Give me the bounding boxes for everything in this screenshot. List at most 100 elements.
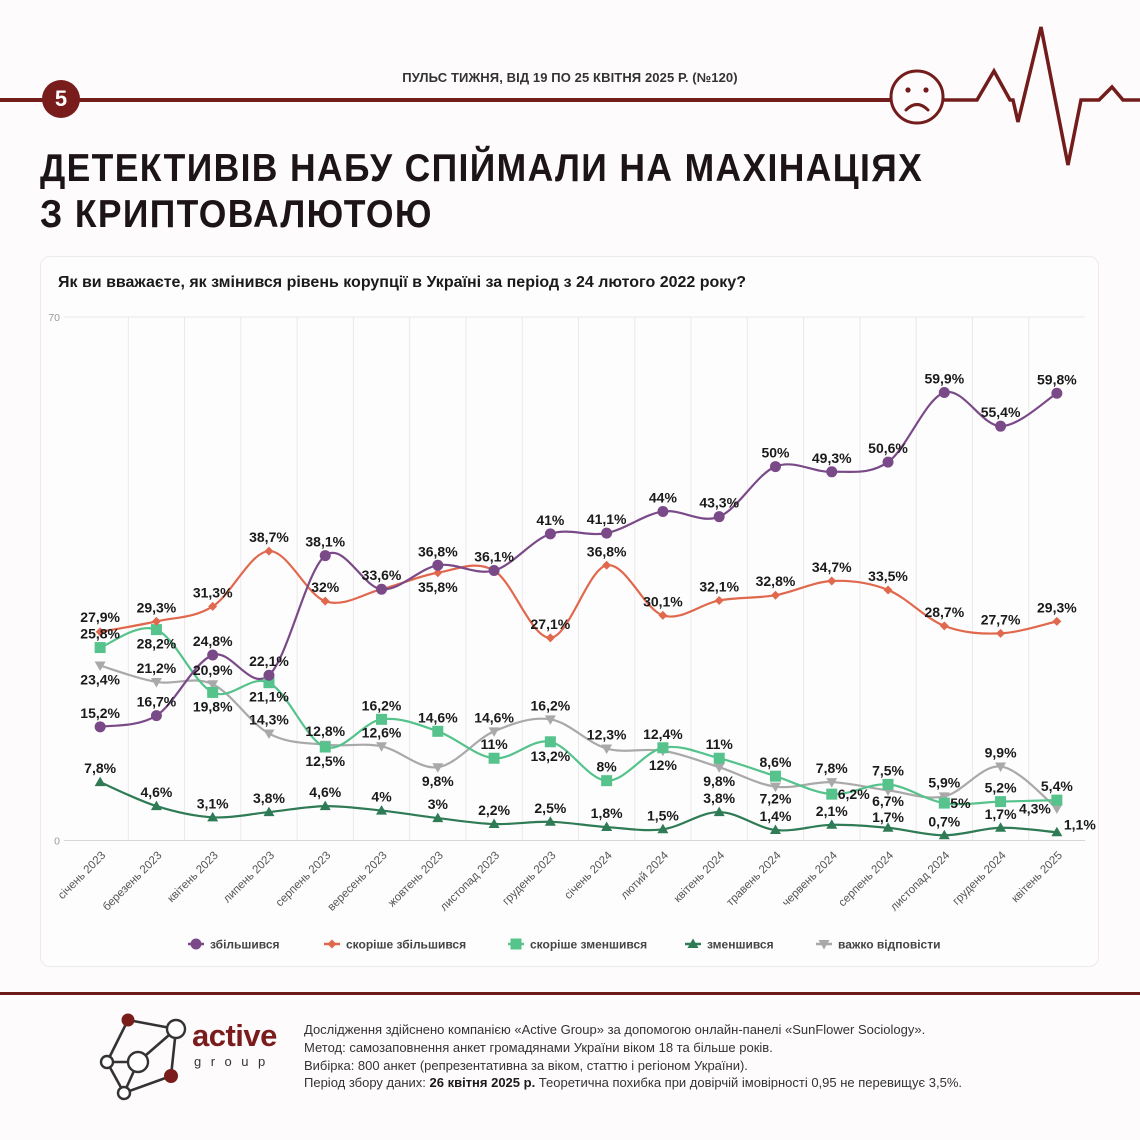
legend-hard-to-say-point — [818, 940, 830, 950]
data-label-decreased: 1,8% — [591, 805, 623, 821]
increased-point — [544, 528, 556, 540]
page-number-badge: 5 — [42, 80, 80, 118]
rather-increased-point — [714, 595, 724, 605]
rather-increased-point — [545, 633, 555, 643]
data-label-increased: 41,1% — [587, 511, 627, 527]
data-label-increased: 22,1% — [249, 653, 289, 669]
data-label-decreased: 3% — [428, 796, 449, 812]
data-label-rather-decreased: 11% — [480, 736, 508, 752]
data-label-rather-increased: 28,7% — [924, 604, 964, 620]
data-label-rather-decreased: 19,8% — [193, 698, 233, 714]
legend-item-decreased[interactable]: зменшився — [685, 938, 774, 952]
data-label-increased: 24,8% — [193, 633, 233, 649]
rather-decreased-point — [263, 677, 275, 689]
legend-item-hard-to-say[interactable]: важко відповісти — [816, 938, 940, 952]
rather-increased-point — [602, 560, 612, 570]
decreased-point — [882, 822, 894, 832]
data-label-hard-to-say: 12% — [649, 757, 678, 773]
rather-decreased-point — [995, 796, 1007, 808]
increased-point — [995, 420, 1007, 432]
rather-decreased-point — [150, 624, 162, 636]
rather-increased-point — [151, 616, 161, 626]
hard-to-say-point — [263, 729, 275, 740]
data-label-rather-increased: 32,8% — [756, 573, 796, 589]
increased-point — [657, 505, 669, 517]
data-label-hard-to-say: 12,8% — [305, 723, 345, 739]
data-label-decreased: 4% — [371, 789, 392, 805]
hard-to-say-point — [826, 778, 838, 788]
methodology-line-1: Дослідження здійснено компанією «Active … — [304, 1022, 926, 1037]
series-line-decreased — [99, 781, 1057, 837]
rather-increased-point — [1052, 616, 1062, 626]
legend-rather-increased-point — [327, 939, 337, 949]
data-label-rather-decreased: 11% — [706, 736, 734, 752]
decreased-point — [826, 819, 838, 829]
data-label-hard-to-say: 4,3% — [1019, 800, 1051, 816]
data-label-rather-increased: 32,1% — [699, 578, 739, 594]
period-label: Період збору даних: — [304, 1075, 430, 1090]
data-label-decreased: 7,8% — [84, 760, 116, 776]
legend-label: важко відповісти — [838, 938, 940, 952]
y-tick-label: 70 — [48, 312, 60, 324]
decreased-point — [995, 822, 1007, 832]
legend-item-rather-decreased[interactable]: скоріше зменшився — [508, 938, 647, 952]
legend-item-rather-increased[interactable]: скоріше збільшився — [324, 938, 466, 952]
x-tick-label: листопад 2024 — [888, 849, 952, 913]
x-tick-label: вересень 2023 — [326, 850, 390, 914]
x-tick-label: березень 2023 — [101, 850, 165, 914]
data-label-increased: 55,4% — [981, 404, 1021, 420]
y-tick-label: 0 — [54, 836, 60, 848]
data-label-rather-increased: 36,8% — [587, 543, 627, 559]
x-tick-label: жовтень 2023 — [386, 850, 446, 910]
data-label-hard-to-say: 14,6% — [474, 709, 514, 725]
data-label-decreased: 2,1% — [816, 803, 848, 819]
data-label-rather-decreased: 14,6% — [418, 709, 458, 725]
legend-label: скоріше зменшився — [530, 938, 647, 952]
data-label-hard-to-say: 23,4% — [80, 672, 120, 688]
decreased-point — [544, 816, 556, 826]
increased-point — [769, 461, 781, 473]
data-label-rather-decreased: 7,5% — [872, 762, 904, 778]
data-label-decreased: 3,8% — [253, 790, 285, 806]
x-tick-label: лютий 2024 — [619, 849, 672, 902]
data-label-rather-increased: 38,7% — [249, 529, 289, 545]
logo-wordmark: active — [192, 1018, 277, 1053]
data-label-rather-increased: 32% — [311, 579, 340, 595]
data-label-decreased: 0,7% — [928, 813, 960, 829]
x-tick-label: травень 2024 — [725, 849, 785, 909]
data-label-rather-decreased: 6,2% — [838, 786, 870, 802]
data-label-increased: 16,7% — [137, 694, 177, 710]
footer-divider-line — [0, 992, 1140, 995]
legend-item-increased[interactable]: збільшився — [188, 938, 280, 952]
data-label-decreased: 1,4% — [760, 808, 792, 824]
data-label-hard-to-say: 12,3% — [587, 727, 627, 743]
series-line-increased — [99, 390, 1058, 728]
data-label-rather-decreased: 12,4% — [643, 726, 683, 742]
header-divider-line — [0, 98, 892, 102]
decreased-point — [207, 811, 219, 822]
rather-increased-point — [827, 576, 837, 586]
data-label-decreased: 3,1% — [197, 795, 229, 811]
rather-decreased-point — [938, 797, 950, 809]
hard-to-say-point — [150, 677, 162, 688]
decreased-point — [94, 776, 106, 787]
chart-title: Як ви вважаєте, як змінився рівень коруп… — [58, 274, 746, 291]
hard-to-say-point — [544, 715, 556, 725]
data-label-rather-decreased: 28,2% — [137, 636, 177, 652]
rather-increased-point — [883, 585, 893, 595]
decreased-point — [432, 812, 444, 823]
hard-to-say-point — [938, 792, 950, 802]
data-label-rather-increased: 34,7% — [812, 559, 852, 575]
rather-decreased-point — [432, 725, 444, 737]
data-label-increased: 36,1% — [474, 549, 514, 565]
data-label-decreased: 1,7% — [985, 806, 1017, 822]
decreased-point — [263, 806, 275, 817]
x-tick-label: липень 2023 — [221, 850, 277, 906]
increased-point — [432, 559, 444, 571]
rather-decreased-point — [544, 736, 556, 748]
data-label-increased: 43,3% — [699, 495, 739, 511]
data-label-hard-to-say: 9,8% — [703, 773, 735, 789]
increased-point — [488, 565, 500, 577]
issue-subtitle: ПУЛЬС ТИЖНЯ, ВІД 19 ПО 25 КВІТНЯ 2025 Р.… — [402, 70, 738, 85]
data-label-rather-decreased: 5% — [950, 795, 971, 811]
